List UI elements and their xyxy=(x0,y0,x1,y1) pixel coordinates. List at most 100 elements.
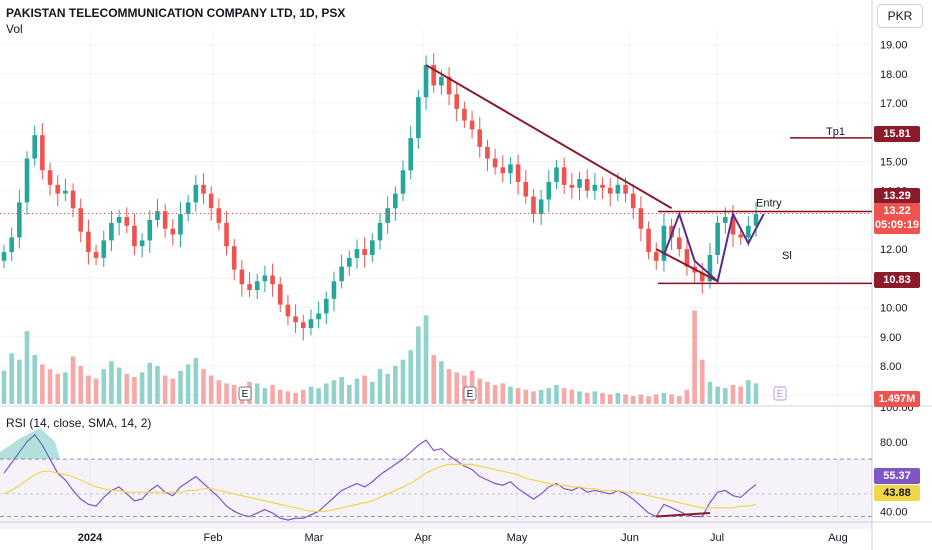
volume-bar xyxy=(569,389,575,404)
candle-body xyxy=(293,316,298,323)
volume-bar xyxy=(623,394,628,404)
candle-body xyxy=(523,181,529,197)
candle-body xyxy=(385,208,390,223)
volume-bar xyxy=(730,385,736,404)
volume-bar xyxy=(485,381,490,404)
volume-bar xyxy=(692,310,697,404)
candle-body xyxy=(707,254,713,282)
volume-legend: Vol xyxy=(6,22,23,36)
candle-body xyxy=(70,190,76,209)
time-tick-label: Mar xyxy=(305,532,324,544)
candle-body xyxy=(446,76,452,95)
candle-body xyxy=(331,281,337,299)
candle-body xyxy=(247,284,252,291)
time-tick-label: Feb xyxy=(204,532,223,544)
candle-body xyxy=(515,164,521,182)
candle-body xyxy=(669,225,674,238)
candle-body xyxy=(216,208,222,223)
candle-body xyxy=(370,240,375,255)
volume-bar xyxy=(393,366,398,404)
candle-body xyxy=(162,211,168,229)
candle-body xyxy=(354,249,360,258)
time-tick-label: Jun xyxy=(621,532,639,544)
volume-bar xyxy=(55,373,61,404)
volume-bar xyxy=(216,380,222,404)
candle-body xyxy=(1,252,7,261)
volume-bar xyxy=(193,358,199,404)
volume-bar xyxy=(354,378,360,404)
volume-bar xyxy=(323,383,329,404)
rsi-ma-line xyxy=(3,463,757,512)
volume-bar xyxy=(262,388,268,404)
volume-bar xyxy=(347,385,352,404)
volume-bar xyxy=(531,391,536,404)
volume-bar xyxy=(224,383,229,404)
volume-bar xyxy=(699,359,705,404)
candle-body xyxy=(193,184,199,203)
candle-body xyxy=(500,167,506,174)
volume-bar xyxy=(139,372,145,404)
volume-bar xyxy=(584,392,590,404)
candle-body xyxy=(492,158,498,168)
candle-body xyxy=(607,187,613,194)
candle-body xyxy=(86,231,91,253)
candle-body xyxy=(439,76,444,86)
price-tick-label: 9.00 xyxy=(880,332,901,344)
candle-body xyxy=(139,240,145,247)
rsi-divergence-line xyxy=(656,512,711,518)
volume-bar xyxy=(109,361,114,404)
earnings-marker-label: E xyxy=(242,389,249,400)
volume-bar xyxy=(208,375,214,404)
volume-bar xyxy=(132,377,137,404)
volume-bar xyxy=(32,354,37,404)
volume-bars xyxy=(1,310,759,404)
volume-bar xyxy=(546,388,552,404)
price-tick-label: 8.00 xyxy=(880,361,901,373)
volume-bar xyxy=(508,386,513,404)
volume-bar xyxy=(523,389,529,404)
candle-body xyxy=(746,225,751,238)
candlesticks xyxy=(1,53,759,341)
candle-body xyxy=(208,193,214,209)
candle-body xyxy=(400,170,406,194)
volume-bar xyxy=(185,364,191,404)
currency-selector[interactable]: PKR xyxy=(877,4,923,28)
volume-bar xyxy=(124,373,130,404)
candle-body xyxy=(185,202,191,215)
earnings-marker-label: E xyxy=(467,389,474,400)
candle-body xyxy=(423,65,429,98)
tp-label: Tp1 xyxy=(826,126,845,138)
candle-body xyxy=(178,214,183,235)
candle-body xyxy=(224,222,229,247)
volume-bar xyxy=(300,389,306,404)
candle-body xyxy=(684,249,690,267)
sl-label: Sl xyxy=(782,250,792,262)
volume-bar xyxy=(416,326,421,404)
volume-bar xyxy=(646,396,651,404)
candle-body xyxy=(600,184,605,188)
current-price-value: 13.22 xyxy=(883,205,911,217)
candle-body xyxy=(531,196,536,215)
candle-body xyxy=(63,190,68,194)
volume-bar xyxy=(676,396,682,404)
candle-body xyxy=(254,281,260,291)
candle-body xyxy=(316,313,321,320)
candle-body xyxy=(615,184,621,194)
volume-bar xyxy=(147,362,153,404)
candle-body xyxy=(132,225,137,247)
rsi-band-fill xyxy=(0,459,872,529)
candle-body xyxy=(339,266,344,282)
rsi-value-badge: 55.37 xyxy=(874,468,920,484)
time-tick-label: May xyxy=(507,532,528,544)
candle-body xyxy=(454,94,460,109)
volume-bar xyxy=(630,396,636,404)
candle-body xyxy=(469,120,475,130)
volume-bar xyxy=(492,385,498,404)
entry-label: Entry xyxy=(756,197,782,209)
earnings-marker-label: E xyxy=(777,389,784,400)
volume-bar xyxy=(116,367,122,404)
tp-price-badge: 15.81 xyxy=(874,126,920,142)
candle-body xyxy=(239,269,245,285)
